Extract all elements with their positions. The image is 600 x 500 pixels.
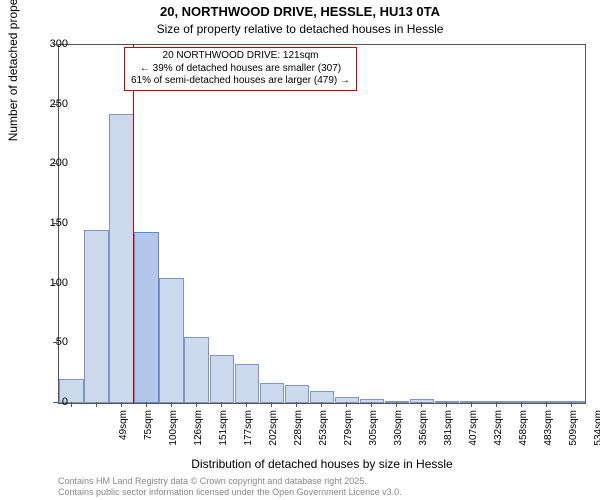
x-tick-label: 305sqm [368, 410, 379, 460]
x-tick-label: 509sqm [568, 410, 579, 460]
x-tick-mark [246, 402, 247, 407]
histogram-bar [134, 232, 159, 403]
histogram-bar [84, 230, 109, 403]
x-tick-label: 253sqm [318, 410, 329, 460]
x-tick-mark [421, 402, 422, 407]
x-tick-mark [446, 402, 447, 407]
y-tick-mark [53, 402, 58, 403]
x-tick-label: 202sqm [268, 410, 279, 460]
x-tick-mark [296, 402, 297, 407]
y-tick-label: 300 [28, 38, 68, 50]
x-tick-mark [96, 402, 97, 407]
x-tick-label: 458sqm [518, 410, 529, 460]
x-tick-label: 151sqm [218, 410, 229, 460]
plot-area: 20 NORTHWOOD DRIVE: 121sqm ← 39% of deta… [58, 44, 586, 404]
x-tick-label: 75sqm [143, 410, 154, 460]
x-tick-mark [196, 402, 197, 407]
footer-line1: Contains HM Land Registry data © Crown c… [58, 476, 402, 487]
y-tick-mark [53, 223, 58, 224]
y-tick-mark [53, 104, 58, 105]
histogram-bar [210, 355, 235, 403]
x-tick-label: 356sqm [418, 410, 429, 460]
x-tick-label: 177sqm [243, 410, 254, 460]
x-tick-mark [271, 402, 272, 407]
x-tick-label: 49sqm [118, 410, 129, 460]
footer-line2: Contains public sector information licen… [58, 487, 402, 498]
x-tick-mark [521, 402, 522, 407]
x-tick-mark [171, 402, 172, 407]
x-axis-label: Distribution of detached houses by size … [58, 457, 586, 471]
chart-title-line2: Size of property relative to detached ho… [0, 22, 600, 36]
annotation-line1: 20 NORTHWOOD DRIVE: 121sqm [131, 50, 350, 63]
x-tick-label: 432sqm [493, 410, 504, 460]
bars-container [59, 45, 585, 403]
x-tick-label: 228sqm [293, 410, 304, 460]
histogram-bar [235, 364, 260, 403]
x-tick-label: 483sqm [543, 410, 554, 460]
y-tick-label: 250 [28, 98, 68, 110]
histogram-bar [159, 278, 184, 403]
y-axis-label: Number of detached properties [6, 0, 20, 141]
x-tick-label: 534sqm [593, 410, 600, 460]
y-tick-mark [53, 44, 58, 45]
y-tick-mark [53, 283, 58, 284]
y-tick-label: 50 [28, 336, 68, 348]
annotation-line2: ← 39% of detached houses are smaller (30… [131, 63, 350, 76]
x-tick-label: 407sqm [468, 410, 479, 460]
y-tick-label: 200 [28, 157, 68, 169]
x-tick-mark [546, 402, 547, 407]
annotation-box: 20 NORTHWOOD DRIVE: 121sqm ← 39% of deta… [124, 47, 357, 91]
x-tick-mark [471, 402, 472, 407]
x-tick-mark [571, 402, 572, 407]
x-tick-mark [396, 402, 397, 407]
x-tick-mark [346, 402, 347, 407]
x-tick-mark [71, 402, 72, 407]
x-tick-mark [146, 402, 147, 407]
x-tick-mark [496, 402, 497, 407]
x-tick-label: 100sqm [168, 410, 179, 460]
x-tick-label: 126sqm [193, 410, 204, 460]
x-tick-mark [121, 402, 122, 407]
x-tick-mark [221, 402, 222, 407]
y-tick-mark [53, 163, 58, 164]
highlight-marker-line [133, 45, 134, 403]
histogram-bar [184, 337, 209, 403]
x-tick-label: 279sqm [343, 410, 354, 460]
y-tick-label: 150 [28, 217, 68, 229]
chart-title-line1: 20, NORTHWOOD DRIVE, HESSLE, HU13 0TA [0, 4, 600, 19]
y-tick-label: 0 [28, 396, 68, 408]
x-tick-mark [321, 402, 322, 407]
y-tick-label: 100 [28, 277, 68, 289]
x-tick-label: 330sqm [393, 410, 404, 460]
y-tick-mark [53, 342, 58, 343]
footer-attribution: Contains HM Land Registry data © Crown c… [58, 476, 402, 498]
histogram-bar [285, 385, 310, 403]
histogram-bar [109, 114, 134, 403]
histogram-bar [260, 383, 285, 403]
annotation-line3: 61% of semi-detached houses are larger (… [131, 75, 350, 88]
x-tick-mark [371, 402, 372, 407]
x-tick-label: 381sqm [443, 410, 454, 460]
